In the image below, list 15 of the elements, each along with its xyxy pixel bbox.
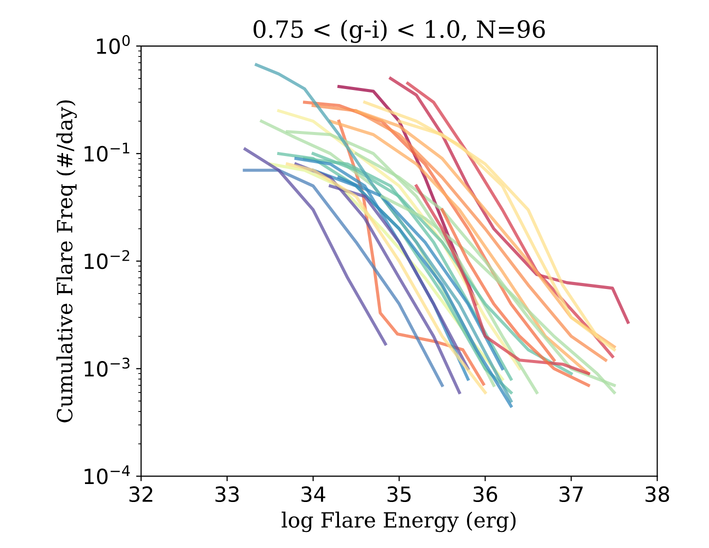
y-tick-label: 10$^{−3}$ xyxy=(84,358,130,377)
x-tick-label: 37 xyxy=(560,486,583,502)
y-tick-label: 10$^{0}$ xyxy=(96,34,130,54)
y-tick-label: 10$^{−1}$ xyxy=(84,142,130,162)
x-tick-label: 33 xyxy=(215,486,239,502)
chart-title: 0.75 < (g-i) < 1.0, N=96 xyxy=(254,20,545,43)
y-axis-title: Cumulative Flare Freq (#/day) xyxy=(56,100,77,422)
y-tick-label: 10$^{−2}$ xyxy=(84,250,130,270)
x-tick-label: 32 xyxy=(129,486,152,502)
x-tick-label: 38 xyxy=(646,486,670,502)
y-tick-label: 10$^{−4}$ xyxy=(84,465,130,484)
x-axis-title: log Flare Energy (erg) xyxy=(282,512,516,532)
x-tick-label: 34 xyxy=(301,486,326,502)
x-tick-label: 36 xyxy=(474,486,498,502)
x-tick-label: 35 xyxy=(388,486,411,502)
